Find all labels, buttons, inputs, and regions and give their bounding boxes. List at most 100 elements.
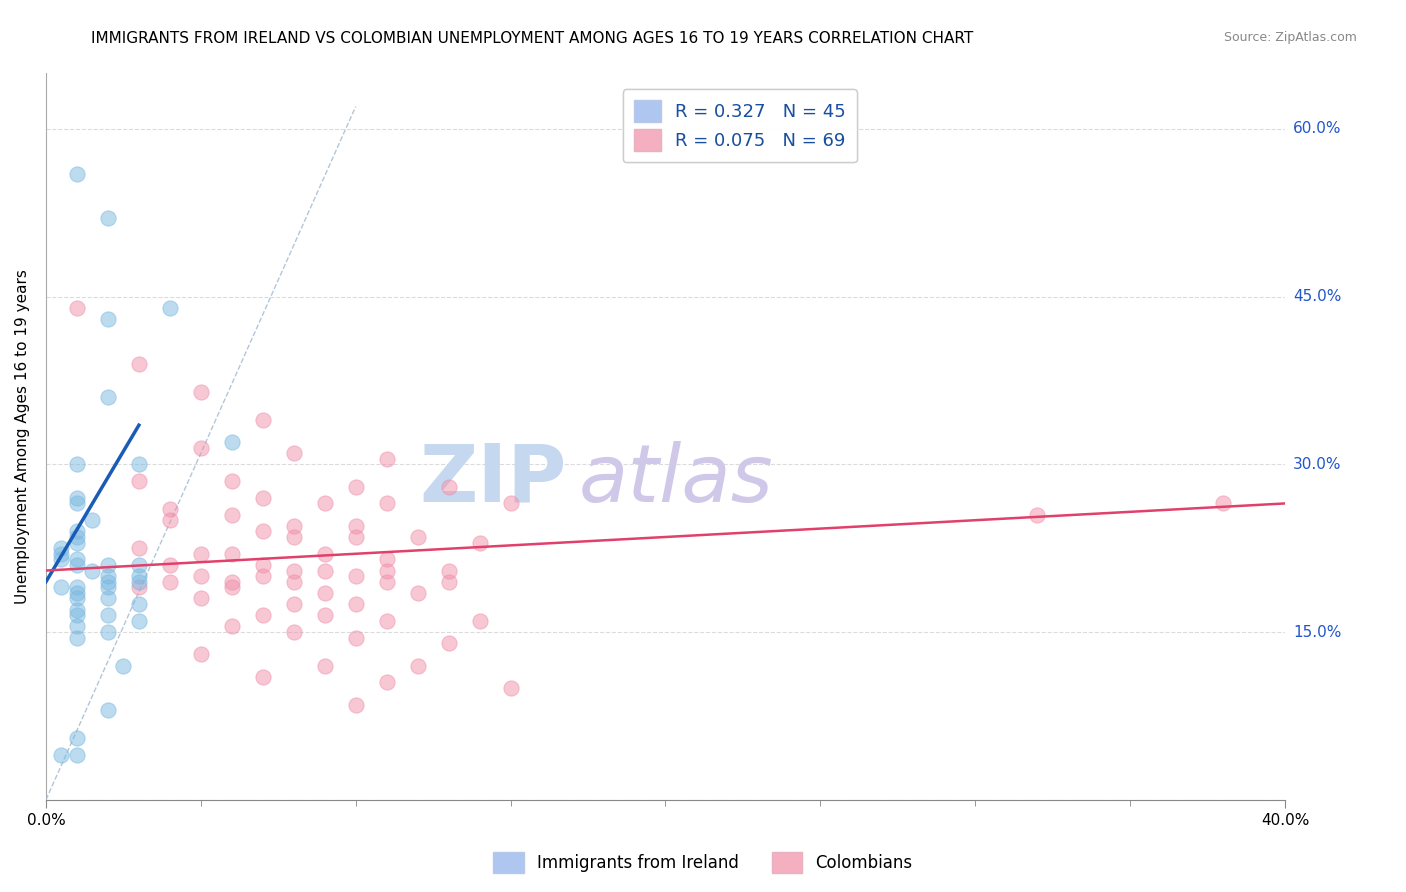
Point: [252, 524, 274, 539]
Point: [128, 357, 150, 371]
Text: atlas: atlas: [579, 441, 773, 519]
Point: [66, 558, 89, 572]
Text: Source: ZipAtlas.com: Source: ZipAtlas.com: [1223, 31, 1357, 45]
Point: [283, 446, 305, 460]
Point: [66, 608, 89, 623]
Point: [82, 513, 104, 527]
Point: [375, 564, 398, 578]
Point: [406, 658, 429, 673]
Point: [221, 619, 243, 633]
Point: [66, 530, 89, 544]
Point: [66, 580, 89, 594]
Point: [128, 597, 150, 611]
Point: [66, 731, 89, 746]
Point: [66, 167, 89, 181]
Text: 60.0%: 60.0%: [1294, 121, 1341, 136]
Point: [375, 451, 398, 466]
Legend: Immigrants from Ireland, Colombians: Immigrants from Ireland, Colombians: [486, 846, 920, 880]
Point: [66, 619, 89, 633]
Point: [190, 384, 212, 399]
Point: [375, 614, 398, 628]
Point: [97, 558, 120, 572]
Point: [190, 648, 212, 662]
Point: [344, 569, 367, 583]
Point: [190, 441, 212, 455]
Point: [128, 569, 150, 583]
Point: [97, 608, 120, 623]
Point: [128, 614, 150, 628]
Point: [66, 524, 89, 539]
Text: IMMIGRANTS FROM IRELAND VS COLOMBIAN UNEMPLOYMENT AMONG AGES 16 TO 19 YEARS CORR: IMMIGRANTS FROM IRELAND VS COLOMBIAN UNE…: [91, 31, 973, 46]
Point: [252, 412, 274, 426]
Point: [97, 591, 120, 606]
Point: [252, 608, 274, 623]
Point: [1026, 508, 1049, 522]
Point: [314, 564, 336, 578]
Point: [97, 390, 120, 404]
Point: [97, 574, 120, 589]
Point: [344, 698, 367, 712]
Point: [82, 564, 104, 578]
Point: [375, 552, 398, 566]
Point: [344, 631, 367, 645]
Point: [97, 312, 120, 326]
Point: [437, 636, 460, 650]
Point: [66, 491, 89, 505]
Legend: R = 0.327   N = 45, R = 0.075   N = 69: R = 0.327 N = 45, R = 0.075 N = 69: [623, 89, 856, 162]
Point: [344, 518, 367, 533]
Point: [128, 458, 150, 472]
Point: [314, 608, 336, 623]
Point: [437, 480, 460, 494]
Point: [190, 547, 212, 561]
Text: 15.0%: 15.0%: [1294, 624, 1341, 640]
Point: [221, 547, 243, 561]
Point: [283, 518, 305, 533]
Point: [314, 658, 336, 673]
Point: [66, 552, 89, 566]
Text: ZIP: ZIP: [419, 441, 567, 519]
Point: [51, 541, 73, 556]
Point: [51, 747, 73, 762]
Point: [314, 586, 336, 600]
Point: [344, 530, 367, 544]
Point: [252, 491, 274, 505]
Point: [252, 670, 274, 684]
Point: [128, 541, 150, 556]
Point: [252, 558, 274, 572]
Point: [468, 614, 491, 628]
Point: [314, 496, 336, 510]
Point: [97, 211, 120, 226]
Point: [283, 597, 305, 611]
Point: [66, 747, 89, 762]
Point: [283, 530, 305, 544]
Point: [499, 681, 522, 695]
Point: [406, 586, 429, 600]
Point: [190, 569, 212, 583]
Point: [283, 564, 305, 578]
Point: [221, 474, 243, 488]
Point: [344, 597, 367, 611]
Point: [97, 569, 120, 583]
Point: [66, 591, 89, 606]
Point: [97, 625, 120, 640]
Point: [66, 496, 89, 510]
Point: [66, 631, 89, 645]
Point: [66, 458, 89, 472]
Point: [97, 580, 120, 594]
Point: [252, 569, 274, 583]
Point: [128, 574, 150, 589]
Point: [221, 508, 243, 522]
Point: [314, 547, 336, 561]
Point: [437, 564, 460, 578]
Point: [1212, 496, 1234, 510]
Y-axis label: Unemployment Among Ages 16 to 19 years: Unemployment Among Ages 16 to 19 years: [15, 268, 30, 604]
Point: [283, 574, 305, 589]
Point: [128, 580, 150, 594]
Point: [159, 513, 181, 527]
Point: [190, 591, 212, 606]
Point: [159, 502, 181, 516]
Point: [51, 552, 73, 566]
Point: [51, 547, 73, 561]
Point: [66, 586, 89, 600]
Point: [159, 301, 181, 315]
